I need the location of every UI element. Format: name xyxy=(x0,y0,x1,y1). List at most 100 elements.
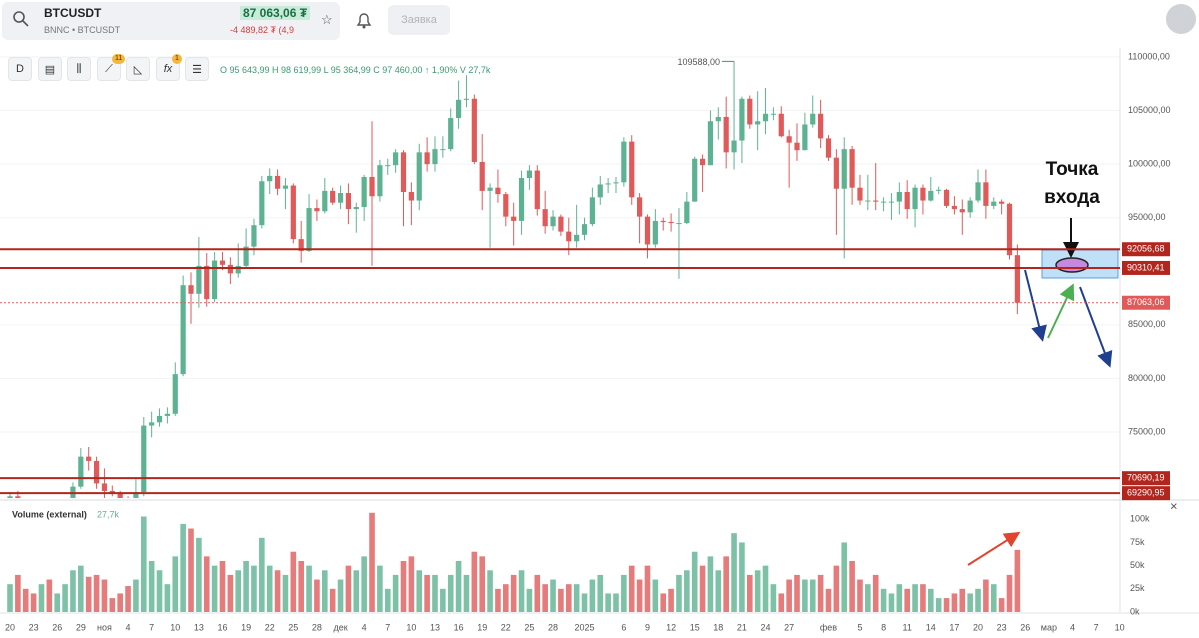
candles-button[interactable]: ⫼ xyxy=(67,57,91,81)
candle-body xyxy=(377,165,383,197)
x-tick-label: 4 xyxy=(126,622,131,632)
volume-bar xyxy=(833,565,840,612)
volume-bar xyxy=(306,565,312,612)
volume-bar xyxy=(101,579,108,612)
candle-body xyxy=(353,206,359,210)
badge: 1 xyxy=(172,54,182,64)
volume-bar xyxy=(172,556,179,612)
candle-body xyxy=(337,193,344,203)
candle-body xyxy=(943,189,950,206)
volume-bar xyxy=(109,598,116,612)
volume-bar xyxy=(731,533,737,612)
volume-bar xyxy=(510,574,517,612)
candle-body xyxy=(526,170,533,179)
candle-body xyxy=(920,187,926,201)
chart-type-button[interactable]: ▤ xyxy=(38,57,62,81)
y-tick-label: 85000,00 xyxy=(1128,319,1166,329)
candle-body xyxy=(282,185,289,189)
x-tick-label: 13 xyxy=(194,622,204,632)
volume-bar xyxy=(54,593,61,612)
candle-body xyxy=(109,490,115,494)
x-tick-label: 5 xyxy=(857,622,862,632)
candle-body xyxy=(896,191,902,202)
candle-body xyxy=(534,170,540,210)
last-price-label: 87063,06 xyxy=(1127,297,1165,307)
candle-body xyxy=(880,201,887,203)
candle-body xyxy=(503,194,509,217)
x-tick-label: дек xyxy=(333,622,347,632)
candle-body xyxy=(408,191,414,201)
x-tick-label: 12 xyxy=(666,622,676,632)
x-tick-label: 9 xyxy=(645,622,650,632)
candle-body xyxy=(581,224,588,235)
level-label-box xyxy=(1122,471,1170,486)
volume-bar xyxy=(668,588,674,612)
candle-body xyxy=(125,500,130,510)
x-tick-label: 20 xyxy=(973,622,983,632)
volume-title: Volume (external) xyxy=(12,509,87,519)
volume-bar xyxy=(424,574,430,612)
interval-button[interactable]: D xyxy=(8,57,32,81)
candle-body xyxy=(196,265,202,294)
volume-current: 27,7k xyxy=(97,509,120,519)
volume-bar xyxy=(361,556,367,612)
candle-body xyxy=(400,152,407,192)
candle-body xyxy=(227,264,233,274)
volume-arrow xyxy=(967,531,1021,566)
candle-body xyxy=(306,208,312,251)
x-tick-label: 23 xyxy=(997,622,1007,632)
badge: 11 xyxy=(112,54,126,64)
y-tick-label: 75000,00 xyxy=(1128,426,1166,436)
star-icon[interactable]: ☆ xyxy=(321,12,333,27)
x-tick-label: 7 xyxy=(149,622,154,632)
volume-bar xyxy=(266,565,273,612)
avatar[interactable] xyxy=(1166,4,1196,34)
volume-bar xyxy=(904,588,910,612)
candle-body xyxy=(15,496,21,498)
volume-bar xyxy=(841,542,848,612)
candle-body xyxy=(479,161,485,191)
volume-bar xyxy=(628,565,635,612)
volume-bar xyxy=(455,561,462,612)
volume-bar xyxy=(613,593,619,612)
candle-body xyxy=(361,176,367,207)
drawing-button[interactable]: ◺ xyxy=(126,57,150,81)
x-tick-label: 26 xyxy=(52,622,62,632)
search-icon[interactable] xyxy=(12,10,30,28)
candle-body xyxy=(589,197,595,225)
candle-body xyxy=(471,98,477,162)
volume-bar xyxy=(93,574,100,612)
candle-body xyxy=(243,246,249,266)
candle-body xyxy=(558,216,564,232)
volume-bar xyxy=(384,588,391,612)
candle-body xyxy=(794,142,800,151)
candle-body xyxy=(637,197,643,217)
volume-bar xyxy=(573,584,580,612)
candle-body xyxy=(951,205,958,210)
order-button[interactable]: Заявка xyxy=(388,5,450,35)
alert-icon[interactable] xyxy=(354,11,374,31)
volume-bar xyxy=(219,561,226,612)
volume-bar xyxy=(22,588,29,612)
volume-bar xyxy=(699,565,706,612)
level-label-box xyxy=(1122,260,1170,275)
x-tick-label: 23 xyxy=(29,622,39,632)
volume-bar xyxy=(188,528,194,612)
candle-body xyxy=(1014,255,1020,303)
price: 87 063,06 ₮ xyxy=(240,6,311,20)
close-icon[interactable]: × xyxy=(1170,498,1178,513)
candle-body xyxy=(101,483,108,491)
volume-bar xyxy=(943,598,950,612)
change: -4 489,82 ₮ (4,9 xyxy=(230,25,295,35)
candle-body xyxy=(857,187,863,201)
volume-bar xyxy=(707,556,714,612)
volume-bar xyxy=(62,584,68,612)
candle-body xyxy=(7,496,13,498)
volume-bar xyxy=(928,588,934,612)
volume-bar xyxy=(463,574,470,612)
x-tick-label: 4 xyxy=(1070,622,1075,632)
settings-button[interactable]: ☰ xyxy=(185,57,209,81)
candle-body xyxy=(999,201,1005,204)
candle-body xyxy=(463,98,470,100)
volume-bar xyxy=(998,598,1005,612)
